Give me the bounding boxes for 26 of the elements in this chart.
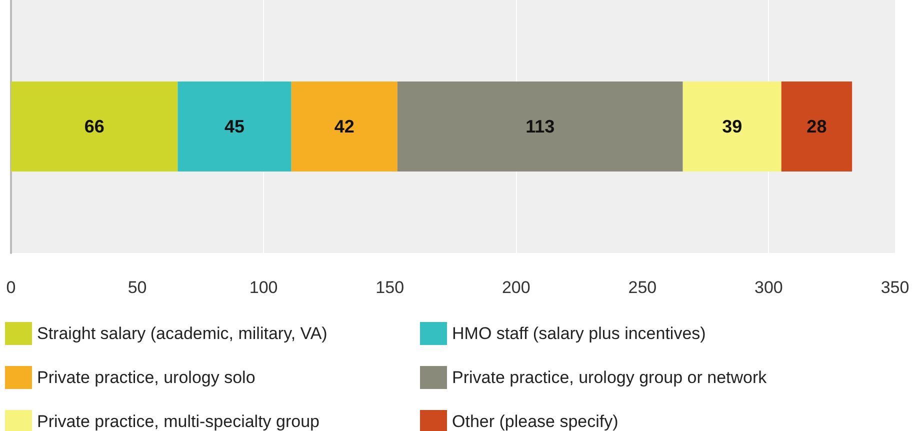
- data-label: 42: [334, 116, 354, 136]
- data-label: 66: [84, 116, 104, 136]
- legend-label: Private practice, urology solo: [37, 368, 256, 387]
- x-tick-label: 300: [754, 278, 783, 297]
- x-tick-label: 200: [502, 278, 530, 297]
- bar: [11, 82, 178, 172]
- legend-label: HMO staff (salary plus incentives): [452, 324, 706, 343]
- bar: [682, 82, 782, 172]
- legend-label: Private practice, multi-specialty group: [37, 412, 320, 431]
- bar: [291, 82, 398, 172]
- x-tick-label: 350: [880, 278, 910, 297]
- data-label: 28: [806, 116, 827, 136]
- x-tick-label: 50: [128, 278, 147, 297]
- legend-label: Other (please specify): [452, 412, 618, 431]
- x-tick-label: 0: [6, 278, 16, 297]
- x-tick-label: 100: [249, 278, 278, 297]
- bar: [397, 82, 683, 172]
- bar: [178, 82, 292, 172]
- data-label: 39: [722, 116, 742, 136]
- x-tick-label: 150: [376, 278, 404, 297]
- data-label: 45: [224, 116, 245, 136]
- legend-label: Private practice, urology group or network: [452, 368, 768, 387]
- legend-label: Straight salary (academic, military, VA): [37, 324, 328, 343]
- bar: [781, 82, 852, 172]
- data-label: 113: [526, 116, 555, 136]
- x-tick-label: 250: [628, 278, 657, 297]
